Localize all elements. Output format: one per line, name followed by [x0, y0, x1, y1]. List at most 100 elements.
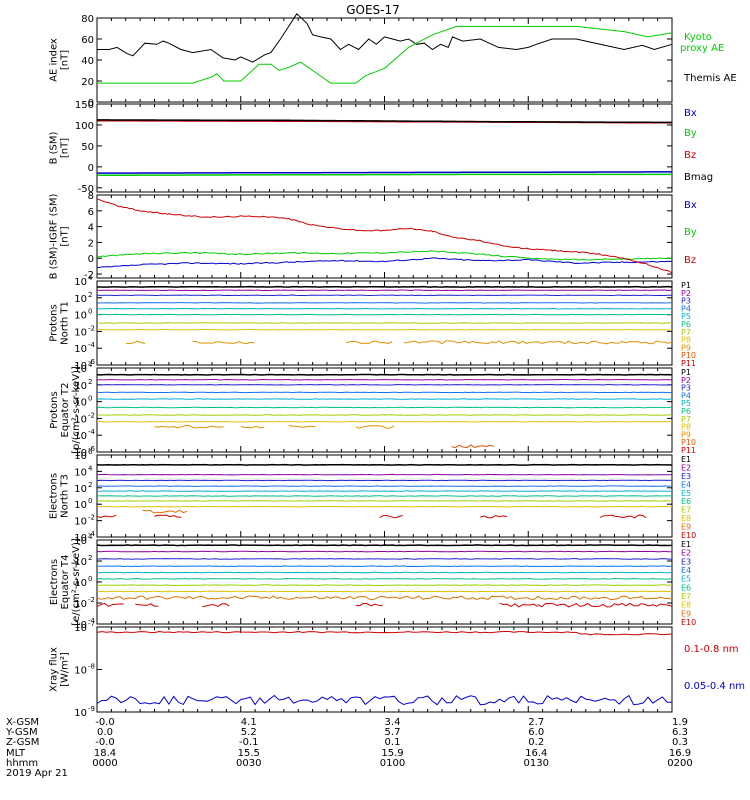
flux-line	[96, 577, 673, 580]
flux-line	[96, 500, 673, 502]
cell-z_gsm: 0.2	[528, 737, 544, 748]
y-tick-label: 0	[88, 163, 94, 174]
legend-p5: P5	[681, 312, 691, 321]
y-tick-label: 10	[74, 623, 87, 634]
flux-line	[96, 479, 673, 482]
legend-p6: P6	[681, 407, 691, 416]
legend-e4: E4	[681, 480, 691, 489]
legend-e6: E6	[681, 583, 691, 592]
y-tick-label: 10	[74, 448, 87, 459]
y-tick-label: 10	[74, 708, 87, 719]
y-axis-label: [nT]	[60, 226, 71, 246]
y-axis-label: Protons	[49, 304, 60, 341]
legend-p4: P4	[681, 391, 691, 400]
panel-frame	[96, 539, 673, 625]
y-axis-label: Electrons	[49, 473, 60, 519]
flux-line	[355, 425, 395, 429]
y-tick-label: -2	[84, 270, 94, 281]
y-axis-label: B (SM)-IGRF (SM)	[49, 194, 60, 280]
legend-p3: P3	[681, 297, 691, 306]
legend-kyoto: Kyoto	[684, 32, 712, 43]
flux-line	[537, 602, 673, 608]
y-axis-label: Equator T4	[60, 555, 71, 610]
flux-line	[96, 485, 672, 487]
y-tick-label: 10	[74, 327, 87, 338]
legend-p5: P5	[681, 399, 691, 408]
cell-z_gsm: 0.3	[672, 737, 688, 748]
flux-line	[451, 444, 494, 449]
y-tick-label: 10	[74, 277, 87, 288]
flux-line	[96, 398, 673, 400]
legend-p1: P1	[681, 368, 691, 377]
flux-line	[142, 509, 166, 514]
chart-title: GOES-17	[346, 3, 400, 17]
y-tick-label: 10	[74, 311, 87, 322]
row-label: Z-GSM	[6, 737, 39, 748]
y-tick-exponent: -4	[88, 617, 96, 625]
y-tick-label: 10	[74, 599, 87, 610]
flux-line	[379, 514, 403, 519]
flux-line	[96, 602, 124, 608]
legend-e3: E3	[681, 557, 691, 566]
series-line	[96, 250, 673, 261]
y-tick-exponent: 4	[88, 533, 93, 541]
panel-frame	[96, 367, 673, 453]
series-line	[96, 630, 673, 636]
y-tick-exponent: 2	[88, 378, 92, 386]
y-tick-label: 80	[81, 14, 94, 25]
legend-p6: P6	[681, 320, 691, 329]
y-tick-exponent: 2	[88, 554, 92, 562]
flux-line	[202, 603, 230, 608]
y-tick-label: 20	[81, 77, 94, 88]
flux-line	[97, 420, 673, 423]
row-label: MLT	[6, 748, 26, 759]
flux-line	[346, 340, 393, 345]
flux-line	[154, 514, 182, 518]
legend-e10: E10	[681, 618, 696, 627]
legend-e8: E8	[681, 601, 691, 610]
y-tick-exponent: -4	[88, 428, 96, 436]
y-tick-label: 0	[88, 98, 94, 109]
flux-line	[96, 313, 672, 316]
flux-line	[96, 584, 673, 587]
y-tick-label: 40	[81, 56, 94, 67]
legend-e5: E5	[681, 575, 691, 584]
row-label: X-GSM	[6, 717, 39, 728]
y-tick-label: 10	[74, 467, 87, 478]
legend-themis-ae: Themis AE	[683, 73, 737, 84]
y-axis-label: Electrons	[49, 559, 60, 605]
y-axis-label: Xray flux	[49, 647, 60, 692]
flux-line	[97, 307, 673, 310]
cell-x_gsm: 4.1	[241, 717, 257, 728]
flux-line	[96, 373, 673, 376]
panel-frame	[96, 103, 673, 193]
cell-hhmm: 0030	[236, 758, 261, 769]
y-tick-exponent: -6	[88, 445, 96, 453]
y-tick-label: 10	[74, 398, 87, 409]
y-tick-exponent: 0	[88, 497, 92, 505]
series-line	[97, 13, 673, 63]
y-tick-label: 10	[74, 557, 87, 568]
flux-line	[96, 289, 673, 292]
legend-proxy-ae: proxy AE	[680, 43, 724, 54]
y-axis-label: [e/(cm²-s-sr-keV)]	[71, 538, 82, 626]
flux-line	[96, 571, 673, 574]
legend-p8: P8	[681, 336, 691, 345]
cell-x_gsm: -0.0	[95, 717, 115, 728]
legend-p10: P10	[681, 351, 696, 360]
y-tick-exponent: -2	[88, 514, 95, 522]
legend-p7: P7	[681, 328, 691, 337]
flux-line	[96, 463, 673, 466]
y-tick-label: 10	[74, 451, 87, 462]
flux-line	[125, 340, 146, 345]
y-tick-label: 10	[74, 517, 87, 528]
legend-by: By	[684, 128, 697, 139]
y-tick-label: 10	[74, 344, 87, 355]
y-tick-label: 10	[74, 294, 87, 305]
flux-line	[97, 285, 673, 288]
legend-e8: E8	[681, 514, 691, 523]
